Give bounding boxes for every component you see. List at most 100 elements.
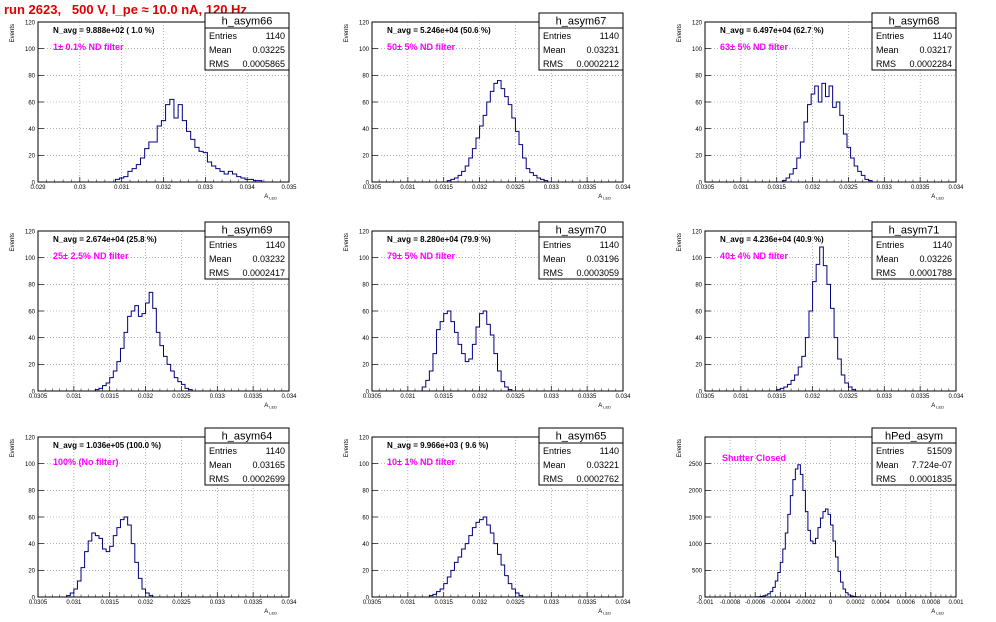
filter-annotation: 25± 2.5% ND filter — [53, 251, 129, 261]
x-tick-label: 0.0305 — [696, 185, 715, 191]
y-tick-label: 120 — [359, 435, 370, 441]
stats-value: 0.0003059 — [576, 268, 619, 278]
y-axis-title: Events — [344, 233, 350, 251]
x-axis-title: ALED — [598, 609, 611, 616]
histogram-panel-h_asym71: 0.0305 0.031 0.0315 0.032 0.0325 0.033 0.0335 0… — [677, 221, 964, 410]
x-tick-label: 0.0325 — [506, 185, 525, 191]
stats-value: 1140 — [266, 446, 285, 456]
stats-value: 1140 — [600, 31, 619, 41]
x-tick-label: 0.032 — [472, 600, 488, 606]
stats-label: Mean — [543, 460, 566, 470]
x-tick-label: 0.0335 — [578, 394, 597, 400]
stats-label: RMS — [543, 474, 563, 484]
x-tick-label: 0.035 — [281, 185, 297, 191]
y-tick-label: 40 — [695, 127, 702, 133]
stats-label: RMS — [209, 268, 229, 278]
x-tick-label: 0.0305 — [363, 600, 382, 606]
x-tick-label: 0.0335 — [578, 600, 597, 606]
histogram-series-h_asym66 — [114, 98, 263, 182]
x-tick-label: 0.0305 — [696, 394, 715, 400]
stats-value: 0.0002417 — [242, 268, 285, 278]
stats-label: Entries — [209, 31, 238, 41]
x-tick-label: 0.029 — [30, 185, 46, 191]
x-tick-label: 0.0325 — [839, 185, 858, 191]
y-tick-label: 60 — [362, 100, 369, 106]
x-tick-label: 0.0325 — [506, 394, 525, 400]
histogram-name: h_asym70 — [556, 225, 607, 237]
y-tick-label: 100 — [359, 462, 370, 468]
y-tick-label: 120 — [25, 435, 36, 441]
y-tick-label: 40 — [28, 336, 35, 342]
y-tick-label: 0 — [699, 389, 703, 395]
y-tick-label: 20 — [28, 154, 35, 160]
x-tick-label: -0.0006 — [745, 600, 766, 606]
histogram-name: h_asym64 — [222, 431, 273, 443]
x-axis-title: ALED — [598, 194, 611, 201]
histogram-name: h_asym66 — [222, 16, 273, 28]
y-tick-label: 80 — [362, 283, 369, 289]
x-tick-label: 0.033 — [544, 185, 560, 191]
y-tick-label: 80 — [362, 74, 369, 80]
y-tick-label: 120 — [359, 229, 370, 235]
histogram-series-hPed_asym — [754, 464, 862, 598]
y-tick-label: 80 — [695, 283, 702, 289]
x-tick-label: 0.033 — [544, 600, 560, 606]
y-tick-label: 20 — [362, 363, 369, 369]
x-tick-label: 0.0315 — [435, 600, 454, 606]
stats-value: 1140 — [600, 446, 619, 456]
x-tick-label: 0.0325 — [172, 394, 191, 400]
x-tick-label: 0.0315 — [101, 600, 120, 606]
y-tick-label: 80 — [28, 74, 35, 80]
y-tick-label: 120 — [25, 20, 36, 26]
stats-value: 1140 — [266, 240, 285, 250]
x-tick-label: -0.0004 — [770, 600, 791, 606]
x-tick-label: 0.0335 — [578, 185, 597, 191]
n-avg-label: N_avg = 1.036e+05 (100.0 %) — [53, 441, 161, 450]
filter-annotation: 10± 1% ND filter — [387, 457, 455, 467]
n-avg-label: N_avg = 2.674e+04 (25.8 %) — [53, 235, 157, 244]
stats-value: 0.0002284 — [909, 59, 952, 69]
x-tick-label: 0.0006 — [897, 600, 916, 606]
stats-value: 0.0005865 — [242, 59, 285, 69]
y-tick-label: 0 — [366, 389, 370, 395]
stats-label: Mean — [209, 254, 232, 264]
x-axis-title: ALED — [264, 403, 277, 410]
n-avg-label: N_avg = 9.966e+03 ( 9.6 %) — [387, 441, 489, 450]
x-tick-label: 0.032 — [805, 185, 821, 191]
x-tick-label: 0.032 — [138, 600, 154, 606]
n-avg-label: N_avg = 4.236e+04 (40.9 %) — [720, 235, 824, 244]
y-tick-label: 20 — [695, 154, 702, 160]
y-tick-label: 1000 — [689, 542, 703, 548]
histogram-series-h_asym65 — [428, 516, 524, 597]
y-tick-label: 20 — [28, 569, 35, 575]
stats-box — [538, 12, 624, 71]
histogram-name: h_asym68 — [889, 16, 940, 28]
x-tick-label: 0.0305 — [363, 394, 382, 400]
stats-box — [204, 427, 290, 486]
x-tick-label: 0.03 — [74, 185, 86, 191]
x-tick-label: 0.031 — [400, 600, 416, 606]
x-tick-label: 0.031 — [400, 394, 416, 400]
filter-annotation: 40± 4% ND filter — [720, 251, 788, 261]
stats-value: 7.724e-07 — [911, 460, 952, 470]
x-tick-label: -0.0008 — [720, 600, 741, 606]
histogram-panel-h_asym65: 0.0305 0.031 0.0315 0.032 0.0325 0.033 0.0335 0… — [344, 427, 631, 616]
stats-box — [204, 221, 290, 280]
stats-value: 1140 — [600, 240, 619, 250]
y-tick-label: 40 — [28, 127, 35, 133]
x-axis-title: ALED — [264, 609, 277, 616]
histogram-panel-h_asym69: 0.0305 0.031 0.0315 0.032 0.0325 0.033 0.0335 0… — [10, 221, 297, 410]
x-tick-label: 0.034 — [948, 185, 964, 191]
stats-label: RMS — [543, 59, 563, 69]
filter-annotation: 1± 0.1% ND filter — [53, 42, 124, 52]
y-tick-label: 20 — [362, 569, 369, 575]
y-tick-label: 120 — [692, 229, 703, 235]
x-tick-label: -0.001 — [696, 600, 714, 606]
filter-annotation: 50± 5% ND filter — [387, 42, 455, 52]
x-tick-label: 0.0315 — [101, 394, 120, 400]
filter-annotation: Shutter Closed — [722, 453, 786, 463]
stats-box — [204, 12, 290, 71]
y-tick-label: 2500 — [689, 462, 703, 468]
y-tick-label: 20 — [28, 363, 35, 369]
x-tick-label: 0.0305 — [29, 394, 48, 400]
